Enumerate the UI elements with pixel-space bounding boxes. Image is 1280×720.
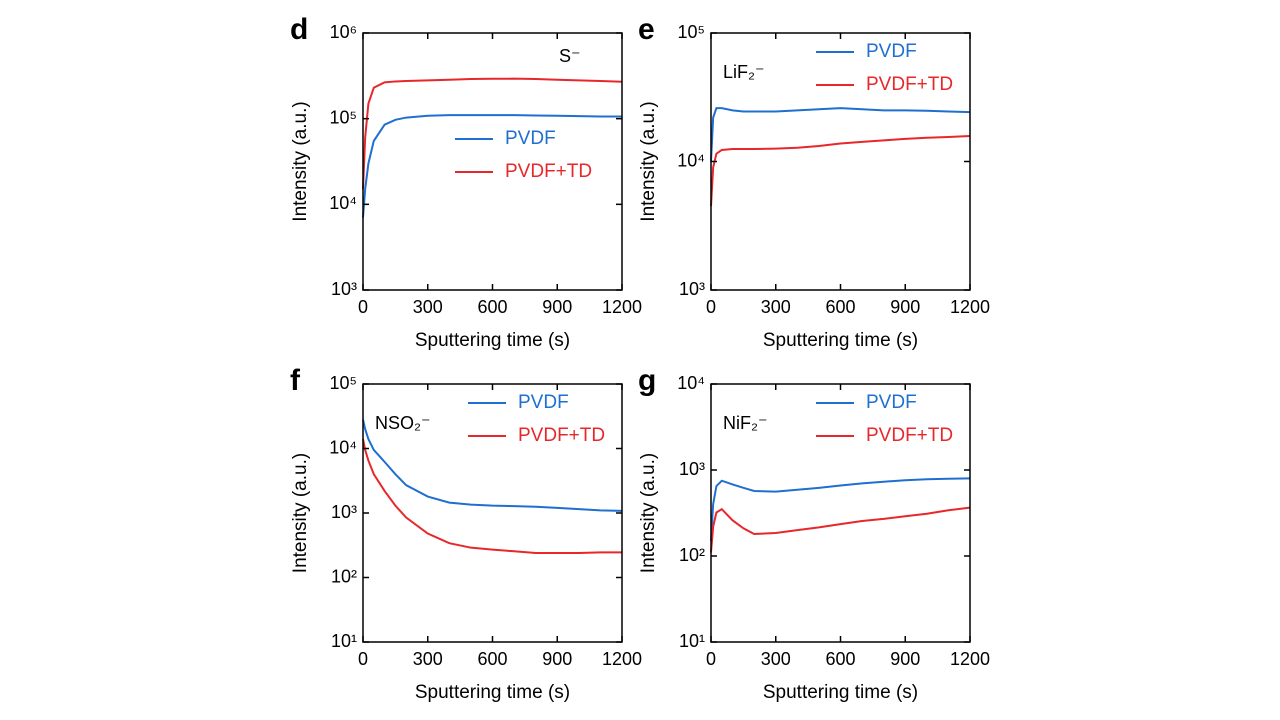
x-tick-label: 300 [413, 649, 443, 669]
y-tick-label: 10¹ [331, 631, 357, 651]
y-tick-label: 10⁵ [678, 22, 705, 42]
y-tick-label: 10⁵ [330, 373, 357, 393]
data-line [362, 77, 623, 190]
x-tick-label: 300 [761, 297, 791, 317]
data-line [710, 477, 971, 541]
x-tick-label: 900 [890, 649, 920, 669]
panel-label: d [290, 13, 308, 46]
x-axis-title: Sputtering time (s) [763, 682, 918, 703]
x-tick-label: 900 [542, 649, 572, 669]
y-tick-label: 10³ [679, 279, 705, 299]
legend-label: PVDF [866, 41, 917, 62]
panel-label: e [638, 13, 655, 46]
y-tick-label: 10⁴ [329, 437, 357, 457]
x-axis-title: Sputtering time (s) [763, 330, 918, 351]
y-axis-title: Intensity (a.u.) [638, 101, 659, 221]
x-tick-label: 300 [413, 297, 443, 317]
legend-label: PVDF+TD [518, 425, 605, 446]
x-tick-label: 0 [706, 297, 716, 317]
y-tick-label: 10² [331, 566, 357, 586]
species-label: LiF₂⁻ [723, 62, 765, 82]
x-tick-label: 0 [358, 297, 368, 317]
x-tick-label: 900 [542, 297, 572, 317]
y-tick-label: 10⁴ [677, 150, 705, 170]
x-tick-label: 600 [825, 297, 855, 317]
x-tick-label: 0 [706, 649, 716, 669]
panel-label: f [290, 364, 301, 397]
x-axis-title: Sputtering time (s) [415, 330, 570, 351]
x-tick-label: 600 [477, 297, 507, 317]
species-label: NiF₂⁻ [723, 413, 767, 433]
x-tick-label: 1200 [602, 649, 642, 669]
y-tick-label: 10⁶ [330, 22, 357, 42]
legend-label: PVDF [866, 392, 917, 413]
data-line [710, 506, 971, 553]
data-line [710, 107, 971, 162]
legend-label: PVDF [505, 128, 556, 149]
legend-label: PVDF+TD [866, 74, 953, 95]
x-tick-label: 0 [358, 649, 368, 669]
legend-label: PVDF [518, 392, 569, 413]
y-tick-label: 10¹ [679, 631, 705, 651]
legend-label: PVDF+TD [866, 425, 953, 446]
species-label: S⁻ [559, 46, 581, 66]
y-tick-label: 10³ [679, 459, 705, 479]
species-label: NSO₂⁻ [375, 413, 431, 433]
x-tick-label: 600 [477, 649, 507, 669]
y-tick-label: 10³ [331, 502, 357, 522]
x-tick-label: 300 [761, 649, 791, 669]
y-axis-title: Intensity (a.u.) [638, 453, 659, 573]
panel-label: g [638, 364, 656, 397]
data-line [362, 419, 623, 512]
y-tick-label: 10² [679, 545, 705, 565]
legend-label: PVDF+TD [505, 161, 592, 182]
x-tick-label: 1200 [602, 297, 642, 317]
y-axis-title: Intensity (a.u.) [290, 101, 311, 221]
x-tick-label: 1200 [950, 297, 990, 317]
y-axis-title: Intensity (a.u.) [290, 453, 311, 573]
x-tick-label: 1200 [950, 649, 990, 669]
x-tick-label: 900 [890, 297, 920, 317]
y-tick-label: 10⁴ [329, 193, 357, 213]
y-tick-label: 10³ [331, 279, 357, 299]
y-tick-label: 10⁴ [677, 373, 705, 393]
data-line [362, 438, 622, 554]
data-line [362, 114, 622, 218]
data-line [710, 134, 971, 207]
x-axis-title: Sputtering time (s) [415, 682, 570, 703]
y-tick-label: 10⁵ [330, 107, 357, 127]
x-tick-label: 600 [825, 649, 855, 669]
